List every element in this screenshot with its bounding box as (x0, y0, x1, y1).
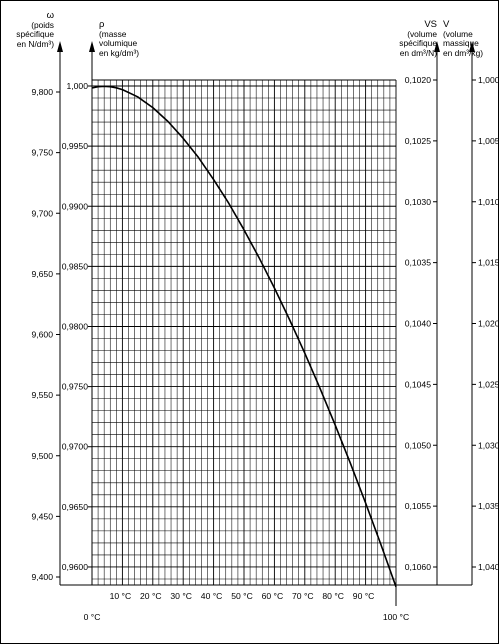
omega-axis-label-line: (poids (31, 19, 54, 30)
v-tick-label: 1,015 (478, 258, 499, 268)
x-tick-label: 20 °C (140, 591, 162, 601)
vs-tick-label: 0,1055 (405, 501, 432, 511)
omega-tick-label: 9,600 (31, 330, 53, 340)
v-axis-label-line: en dm³/kg) (443, 47, 484, 58)
omega-tick-label: 9,400 (31, 572, 53, 582)
omega-axis-header: ω (poids spécifique en N/dm³) (2, 11, 54, 49)
rho-axis-symbol: ρ (99, 19, 105, 30)
rho-axis-label-line: volumique (99, 38, 138, 49)
vs-tick-label: 0,1025 (405, 136, 432, 146)
v-axis-header: V (volume massique en dm³/kg) (443, 20, 497, 58)
x-tick-label: 40 °C (201, 591, 223, 601)
omega-axis-label-line: en N/dm³) (16, 38, 54, 49)
vs-axis-symbol: VS (424, 19, 437, 30)
v-tick-label: 1,025 (478, 379, 499, 389)
v-axis-label-line: (volume (443, 28, 473, 39)
rho-axis-label-line: en kg/dm³) (99, 47, 140, 58)
vs-tick-label: 0,1060 (405, 562, 432, 572)
vs-tick-label: 0,1050 (405, 440, 432, 450)
vs-tick-label: 0,1020 (405, 75, 432, 85)
vs-axis-label-line: spécifique (399, 38, 437, 49)
rho-tick-label: 0,9600 (62, 562, 89, 572)
rho-tick-label: 0,9650 (62, 502, 89, 512)
omega-axis-arrow (57, 41, 63, 52)
vs-axis-arrow (434, 41, 440, 52)
omega-tick-label: 9,750 (31, 148, 53, 158)
rho-axis-header: ρ (masse volumique en kg/dm³) (99, 20, 179, 58)
rho-tick-label: 0,9950 (62, 141, 89, 151)
v-axis-label-line: massique (443, 38, 479, 49)
omega-tick-label: 9,500 (31, 451, 53, 461)
v-tick-label: 1,040 (478, 562, 499, 572)
vs-tick-label: 0,1040 (405, 319, 432, 329)
vs-tick-label: 0,1030 (405, 197, 432, 207)
rho-tick-label: 0,9850 (62, 261, 89, 271)
x-tick-label: 60 °C (262, 591, 284, 601)
v-tick-label: 1,010 (478, 197, 499, 207)
v-axis-arrow (469, 41, 475, 52)
rho-axis-label-line: (masse (99, 28, 127, 39)
omega-tick-label: 9,650 (31, 269, 53, 279)
v-tick-label: 1,005 (478, 136, 499, 146)
density-curve (91, 85, 397, 588)
vs-tick-label: 0,1045 (405, 379, 432, 389)
omega-tick-label: 9,550 (31, 390, 53, 400)
x-tick-label: 30 °C (170, 591, 192, 601)
vs-axis-header: VS (volume spécifique en dm³/N) (382, 20, 437, 58)
omega-tick-label: 9,800 (31, 87, 53, 97)
omega-tick-label: 9,450 (31, 511, 53, 521)
v-tick-label: 1,020 (478, 319, 499, 329)
vs-tick-label: 0,1035 (405, 258, 432, 268)
x-tick-label: 10 °C (110, 591, 132, 601)
rho-tick-label: 1,000 (66, 81, 88, 91)
v-tick-label: 1,000 (478, 75, 499, 85)
omega-tick-label: 9,700 (31, 208, 53, 218)
v-tick-label: 1,035 (478, 501, 499, 511)
x-tick-label: 50 °C (231, 591, 253, 601)
rho-tick-label: 0,9800 (62, 321, 89, 331)
rho-tick-label: 0,9700 (62, 442, 89, 452)
x-tick-label: 90 °C (353, 591, 375, 601)
rho-axis-arrow (89, 41, 95, 52)
v-tick-label: 1,030 (478, 440, 499, 450)
omega-axis-symbol: ω (46, 10, 54, 21)
x-tick-label: 70 °C (292, 591, 314, 601)
omega-axis-label-line: spécifique (16, 29, 54, 40)
x-tick-label: 0 °C (84, 612, 101, 622)
x-tick-label: 80 °C (322, 591, 344, 601)
vs-axis-label-line: (volume (407, 28, 437, 39)
vs-axis-label-line: en dm³/N) (399, 47, 437, 58)
rho-tick-label: 0,9900 (62, 201, 89, 211)
x-tick-label: 100 °C (383, 612, 409, 622)
v-axis-symbol: V (443, 19, 450, 30)
rho-tick-label: 0,9750 (62, 382, 89, 392)
